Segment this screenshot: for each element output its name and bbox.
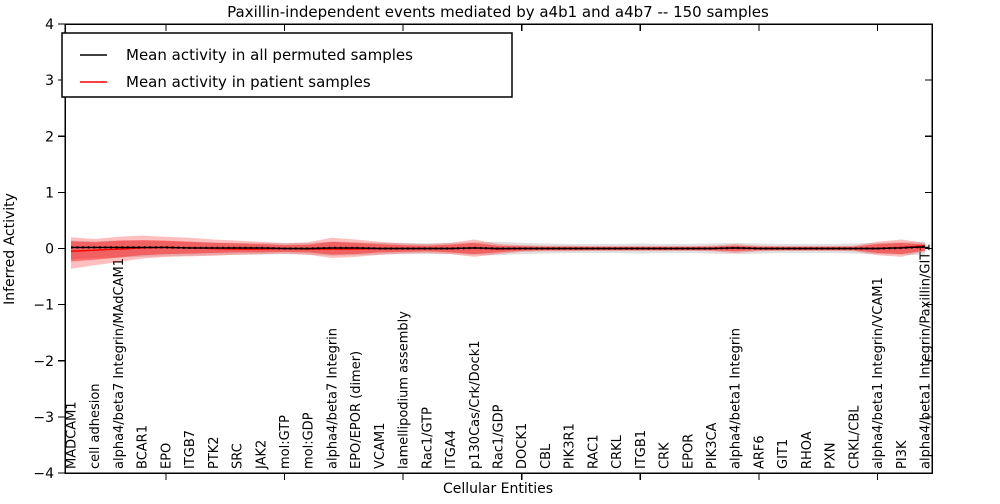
x-tick-label: CRKL [610,434,625,469]
y-tick-label: 2 [45,129,54,145]
x-tick-label: RHOA [800,431,815,469]
y-tick-label: 3 [45,73,54,89]
x-tick-label: VCAM1 [373,423,388,469]
x-tick-label: PIK3CA [705,422,720,469]
confidence-bands [71,235,925,269]
mean-lines [70,245,926,252]
x-tick-label: CRK [658,442,673,469]
x-tick-label: ITGA4 [444,430,459,469]
x-tick-label: JAK2 [254,440,269,470]
x-tick-label: alpha4/beta1 Integrin [729,328,744,469]
x-tick-label: lamellipodium assembly [397,311,412,469]
x-tick-label: alpha4/beta7 Integrin [325,328,340,469]
y-tick-label: −2 [33,354,54,370]
x-tick-label: alpha4/beta1 Integrin/Paxillin/GIT1 [919,243,934,469]
y-tick-label: −3 [33,410,54,426]
y-tick-label: 0 [45,242,54,258]
legend-label-patient: Mean activity in patient samples [126,73,371,91]
x-tick-label: MADCAM1 [65,401,80,469]
y-tick-label: −1 [33,298,54,314]
y-tick-label: 4 [45,17,54,33]
x-tick-label: RAC1 [586,434,601,469]
x-tick-labels: MADCAM1 cell adhesion alpha4/beta7 Integri… [65,243,934,470]
x-tick-label: mol:GDP [302,412,317,469]
y-tick-label: 1 [45,185,54,201]
legend: Mean activity in all permuted samples Me… [61,32,513,98]
x-tick-label: PXN [824,443,839,469]
x-tick-label: Rac1/GDP [492,404,507,469]
x-tick-label: p130Cas/Crk/Dock1 [468,340,483,469]
chart-title: Paxillin-independent events mediated by … [227,3,769,21]
x-tick-label: cell adhesion [88,383,103,469]
permuted-mean-markers [71,245,926,250]
x-tick-label: ITGB1 [634,430,649,469]
x-tick-label: SRC [231,443,246,469]
x-axis-label: Cellular Entities [443,481,553,497]
y-tick-label: −4 [33,466,54,482]
x-tick-label: CRKL/CBL [847,405,862,469]
legend-box [61,32,513,98]
x-tick-label: ITGB7 [183,430,198,469]
patient-samples-outer-band [71,235,925,269]
x-tick-label: mol:GTP [278,415,293,469]
x-tick-label: Rac1/GTP [420,407,435,469]
x-tick-label: PTK2 [207,436,222,469]
plot-frame [64,23,933,474]
y-tick-labels: 4 3 2 1 0 −1 −2 −3 −4 [33,17,54,482]
x-tick-label: PI3K [895,440,910,469]
legend-label-permuted: Mean activity in all permuted samples [126,46,413,64]
y-axis-label: Inferred Activity [2,193,18,305]
x-tick-label: alpha4/beta7 Integrin/MAdCAM1 [112,258,127,469]
patient-samples-inner-band [71,240,925,262]
x-tick-label: BCAR1 [136,425,151,469]
x-tick-label: EPO/EPOR (dimer) [349,351,364,469]
x-tick-label: DOCK1 [515,423,530,469]
x-tick-label: EPOR [681,434,696,469]
x-tick-label: PIK3R1 [563,423,578,469]
x-tick-label: ARF6 [752,435,767,469]
x-tick-label: alpha4/beta1 Integrin/VCAM1 [871,277,886,469]
x-tick-label: GIT1 [776,439,791,469]
x-tick-label: EPO [159,443,174,469]
x-tick-label: CBL [539,443,554,469]
permuted-samples-range-band [71,240,925,260]
